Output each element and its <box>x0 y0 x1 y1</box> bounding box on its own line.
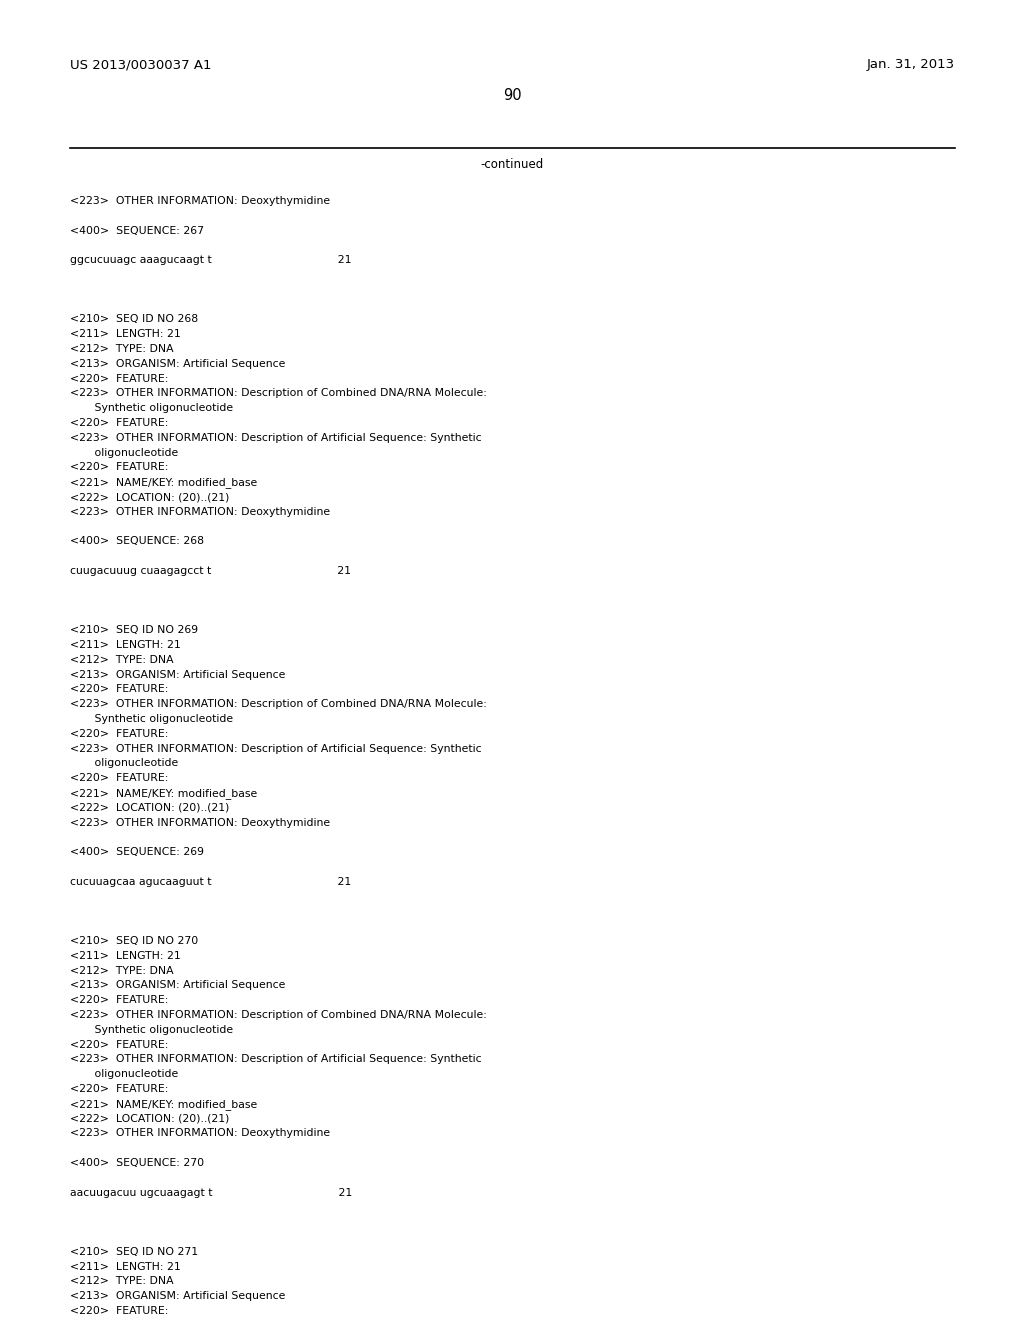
Text: <223>  OTHER INFORMATION: Description of Combined DNA/RNA Molecule:: <223> OTHER INFORMATION: Description of … <box>70 700 486 709</box>
Text: 90: 90 <box>503 88 521 103</box>
Text: <223>  OTHER INFORMATION: Description of Combined DNA/RNA Molecule:: <223> OTHER INFORMATION: Description of … <box>70 388 486 399</box>
Text: <212>  TYPE: DNA: <212> TYPE: DNA <box>70 1276 174 1287</box>
Text: Jan. 31, 2013: Jan. 31, 2013 <box>867 58 955 71</box>
Text: Synthetic oligonucleotide: Synthetic oligonucleotide <box>70 1024 233 1035</box>
Text: <400>  SEQUENCE: 269: <400> SEQUENCE: 269 <box>70 847 204 857</box>
Text: <223>  OTHER INFORMATION: Description of Combined DNA/RNA Molecule:: <223> OTHER INFORMATION: Description of … <box>70 1010 486 1020</box>
Text: <223>  OTHER INFORMATION: Deoxythymidine: <223> OTHER INFORMATION: Deoxythymidine <box>70 1129 330 1138</box>
Text: <223>  OTHER INFORMATION: Deoxythymidine: <223> OTHER INFORMATION: Deoxythymidine <box>70 507 330 517</box>
Text: <220>  FEATURE:: <220> FEATURE: <box>70 1040 168 1049</box>
Text: cucuuagcaa agucaaguut t                                    21: cucuuagcaa agucaaguut t 21 <box>70 876 351 887</box>
Text: cuugacuuug cuaagagcct t                                    21: cuugacuuug cuaagagcct t 21 <box>70 566 351 576</box>
Text: <212>  TYPE: DNA: <212> TYPE: DNA <box>70 655 174 665</box>
Text: <210>  SEQ ID NO 271: <210> SEQ ID NO 271 <box>70 1247 198 1257</box>
Text: <221>  NAME/KEY: modified_base: <221> NAME/KEY: modified_base <box>70 788 257 799</box>
Text: <220>  FEATURE:: <220> FEATURE: <box>70 1305 168 1316</box>
Text: <223>  OTHER INFORMATION: Deoxythymidine: <223> OTHER INFORMATION: Deoxythymidine <box>70 195 330 206</box>
Text: <210>  SEQ ID NO 270: <210> SEQ ID NO 270 <box>70 936 199 946</box>
Text: <211>  LENGTH: 21: <211> LENGTH: 21 <box>70 329 181 339</box>
Text: oligonucleotide: oligonucleotide <box>70 447 178 458</box>
Text: <220>  FEATURE:: <220> FEATURE: <box>70 374 168 384</box>
Text: <212>  TYPE: DNA: <212> TYPE: DNA <box>70 345 174 354</box>
Text: <221>  NAME/KEY: modified_base: <221> NAME/KEY: modified_base <box>70 1098 257 1110</box>
Text: ggcucuuagc aaagucaagt t                                    21: ggcucuuagc aaagucaagt t 21 <box>70 255 351 265</box>
Text: <220>  FEATURE:: <220> FEATURE: <box>70 995 168 1006</box>
Text: <220>  FEATURE:: <220> FEATURE: <box>70 684 168 694</box>
Text: <220>  FEATURE:: <220> FEATURE: <box>70 418 168 428</box>
Text: <222>  LOCATION: (20)..(21): <222> LOCATION: (20)..(21) <box>70 1114 229 1123</box>
Text: <213>  ORGANISM: Artificial Sequence: <213> ORGANISM: Artificial Sequence <box>70 669 286 680</box>
Text: <211>  LENGTH: 21: <211> LENGTH: 21 <box>70 640 181 649</box>
Text: Synthetic oligonucleotide: Synthetic oligonucleotide <box>70 403 233 413</box>
Text: oligonucleotide: oligonucleotide <box>70 759 178 768</box>
Text: <210>  SEQ ID NO 269: <210> SEQ ID NO 269 <box>70 626 198 635</box>
Text: <212>  TYPE: DNA: <212> TYPE: DNA <box>70 966 174 975</box>
Text: <211>  LENGTH: 21: <211> LENGTH: 21 <box>70 950 181 961</box>
Text: <222>  LOCATION: (20)..(21): <222> LOCATION: (20)..(21) <box>70 803 229 813</box>
Text: <223>  OTHER INFORMATION: Description of Artificial Sequence: Synthetic: <223> OTHER INFORMATION: Description of … <box>70 433 481 442</box>
Text: <222>  LOCATION: (20)..(21): <222> LOCATION: (20)..(21) <box>70 492 229 502</box>
Text: <213>  ORGANISM: Artificial Sequence: <213> ORGANISM: Artificial Sequence <box>70 1291 286 1302</box>
Text: <400>  SEQUENCE: 267: <400> SEQUENCE: 267 <box>70 226 204 235</box>
Text: <223>  OTHER INFORMATION: Description of Artificial Sequence: Synthetic: <223> OTHER INFORMATION: Description of … <box>70 743 481 754</box>
Text: <223>  OTHER INFORMATION: Deoxythymidine: <223> OTHER INFORMATION: Deoxythymidine <box>70 817 330 828</box>
Text: <220>  FEATURE:: <220> FEATURE: <box>70 462 168 473</box>
Text: aacuugacuu ugcuaagagt t                                    21: aacuugacuu ugcuaagagt t 21 <box>70 1188 352 1197</box>
Text: <220>  FEATURE:: <220> FEATURE: <box>70 774 168 783</box>
Text: <211>  LENGTH: 21: <211> LENGTH: 21 <box>70 1262 181 1271</box>
Text: -continued: -continued <box>480 158 544 172</box>
Text: <221>  NAME/KEY: modified_base: <221> NAME/KEY: modified_base <box>70 478 257 488</box>
Text: <400>  SEQUENCE: 268: <400> SEQUENCE: 268 <box>70 536 204 546</box>
Text: <220>  FEATURE:: <220> FEATURE: <box>70 729 168 739</box>
Text: US 2013/0030037 A1: US 2013/0030037 A1 <box>70 58 212 71</box>
Text: <400>  SEQUENCE: 270: <400> SEQUENCE: 270 <box>70 1158 204 1168</box>
Text: <213>  ORGANISM: Artificial Sequence: <213> ORGANISM: Artificial Sequence <box>70 981 286 990</box>
Text: <220>  FEATURE:: <220> FEATURE: <box>70 1084 168 1094</box>
Text: oligonucleotide: oligonucleotide <box>70 1069 178 1080</box>
Text: Synthetic oligonucleotide: Synthetic oligonucleotide <box>70 714 233 723</box>
Text: <223>  OTHER INFORMATION: Description of Artificial Sequence: Synthetic: <223> OTHER INFORMATION: Description of … <box>70 1055 481 1064</box>
Text: <213>  ORGANISM: Artificial Sequence: <213> ORGANISM: Artificial Sequence <box>70 359 286 368</box>
Text: <210>  SEQ ID NO 268: <210> SEQ ID NO 268 <box>70 314 198 325</box>
